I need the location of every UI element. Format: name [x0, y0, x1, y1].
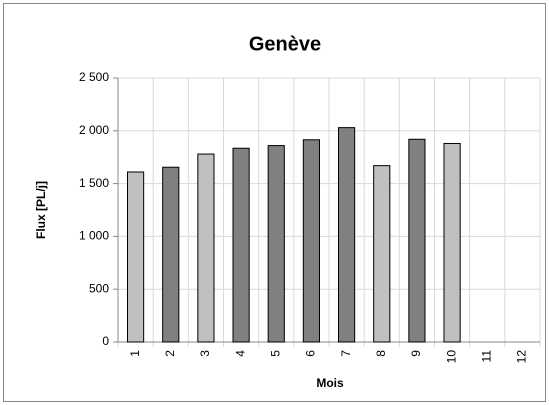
bar — [373, 165, 391, 343]
x-axis-title: Mois — [316, 376, 344, 390]
y-tick-label: 1 000 — [79, 229, 109, 243]
x-tick-label: 2 — [163, 350, 177, 357]
x-tick-label: 7 — [339, 350, 353, 357]
x-tick-label: 12 — [515, 350, 529, 364]
bar — [337, 127, 356, 343]
x-tick-label: 10 — [444, 350, 458, 364]
bar — [232, 147, 250, 343]
bar — [408, 138, 426, 343]
y-tick-label: 2 000 — [79, 123, 109, 137]
x-tick-label: 8 — [374, 350, 388, 357]
bar — [162, 166, 180, 343]
bar — [197, 153, 215, 343]
chart-title: Genève — [249, 33, 321, 55]
x-tick-label: 11 — [479, 350, 493, 363]
x-tick-label: 1 — [128, 350, 142, 357]
y-tick-label: 500 — [89, 281, 109, 295]
x-tick-label: 5 — [268, 350, 282, 357]
x-tick-label: 4 — [233, 350, 247, 357]
bar — [267, 145, 285, 343]
y-tick-label: 2 500 — [79, 70, 109, 84]
x-tick-label: 6 — [304, 350, 318, 357]
y-tick-label: 1 500 — [79, 176, 109, 190]
x-tick-label: 3 — [198, 350, 212, 357]
bar — [443, 142, 461, 343]
x-tick-label: 9 — [409, 350, 423, 357]
y-tick-label: 0 — [102, 334, 109, 348]
bar — [302, 139, 321, 343]
y-axis-title: Flux [PL/j] — [34, 181, 48, 239]
bar — [126, 171, 145, 343]
